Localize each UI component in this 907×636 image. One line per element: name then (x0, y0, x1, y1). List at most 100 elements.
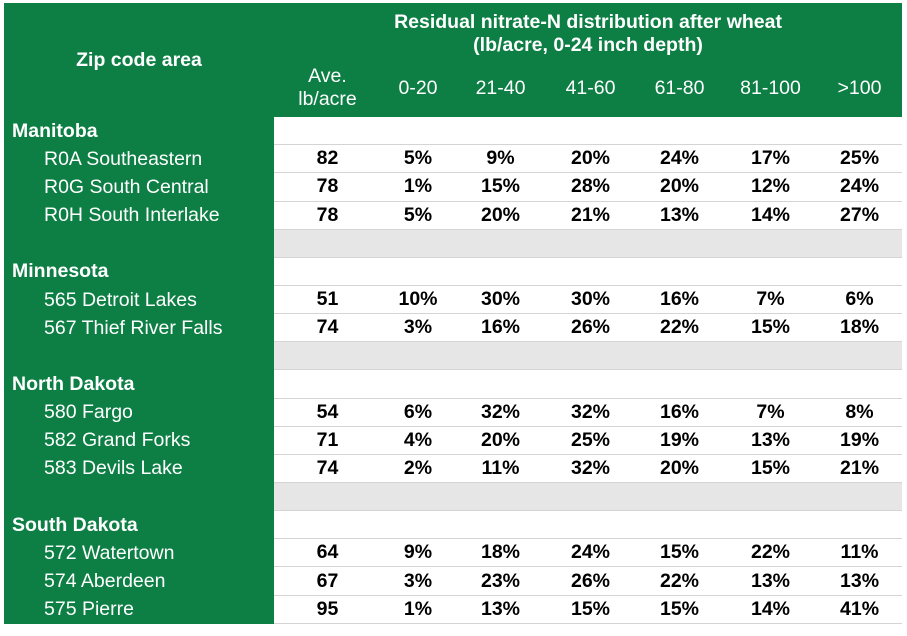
col-header-ave: Ave. lb/acre (274, 59, 381, 117)
region-spacer-cell (724, 511, 817, 540)
value-cell: 22% (635, 314, 724, 343)
region-spacer-cell (635, 511, 724, 540)
region-label: South Dakota (4, 511, 274, 540)
region-row: Manitoba (4, 117, 903, 146)
region-spacer-cell (455, 257, 546, 286)
value-cell: 78 (274, 173, 381, 202)
value-cell: 74 (274, 454, 381, 484)
value-cell: 14% (724, 201, 817, 230)
value-cell: 64 (274, 539, 381, 568)
region-spacer-cell (817, 117, 903, 146)
table-row: 572 Watertown 64 9% 18% 24% 15% 22% 11% (4, 539, 903, 568)
value-cell: 74 (274, 314, 381, 343)
region-spacer-cell (455, 117, 546, 146)
region-spacer-cell (724, 257, 817, 286)
value-cell: 30% (546, 285, 635, 315)
value-cell: 13% (455, 595, 546, 624)
value-cell: 24% (817, 173, 903, 202)
region-label: North Dakota (4, 370, 274, 399)
spacer-cell (635, 229, 724, 258)
spacer-cell (724, 342, 817, 371)
region-spacer-cell (274, 511, 381, 540)
value-cell: 7% (724, 398, 817, 427)
ave-line-2: lb/acre (298, 88, 357, 110)
spacer-cell (274, 229, 381, 258)
region-spacer-cell (274, 117, 381, 146)
col-header-81-100: 81-100 (724, 59, 817, 117)
spacer-cell (817, 229, 903, 258)
zip-area-label: 572 Watertown (4, 539, 274, 568)
value-cell: 20% (546, 145, 635, 174)
zip-area-label: R0G South Central (4, 173, 274, 202)
spacer-row (4, 483, 903, 512)
zip-area-label: R0A Southeastern (4, 145, 274, 174)
table-body: Manitoba R0A Southeastern 82 5% 9% 20% 24% 17% 2… (4, 117, 903, 624)
value-cell: 17% (724, 145, 817, 174)
value-cell: 11% (455, 454, 546, 484)
value-cell: 19% (817, 426, 903, 455)
value-cell: 9% (381, 539, 455, 568)
value-cell: 7% (724, 285, 817, 315)
value-cell: 1% (381, 173, 455, 202)
value-cell: 32% (546, 398, 635, 427)
spacer-cell (274, 342, 381, 371)
value-cell: 5% (381, 145, 455, 174)
col-header-over-100: >100 (817, 59, 903, 117)
spacer-cell (455, 342, 546, 371)
ave-line-1: Ave. (308, 65, 347, 87)
spacer-cell (546, 342, 635, 371)
value-cell: 3% (381, 314, 455, 343)
value-cell: 4% (381, 426, 455, 455)
table-row: 574 Aberdeen 67 3% 23% 26% 22% 13% 13% (4, 567, 903, 596)
region-label: Minnesota (4, 257, 274, 286)
value-cell: 5% (381, 201, 455, 230)
region-spacer-cell (381, 257, 455, 286)
value-cell: 20% (635, 173, 724, 202)
region-spacer-cell (455, 511, 546, 540)
spacer-row (4, 229, 903, 258)
value-cell: 16% (635, 285, 724, 315)
value-cell: 24% (635, 145, 724, 174)
zip-area-label: 580 Fargo (4, 398, 274, 427)
spacer-row (4, 342, 903, 371)
region-spacer-cell (817, 370, 903, 399)
table-row: R0G South Central 78 1% 15% 28% 20% 12% 24% (4, 173, 903, 202)
value-cell: 15% (455, 173, 546, 202)
region-spacer-cell (381, 117, 455, 146)
value-cell: 1% (381, 595, 455, 624)
value-cell: 30% (455, 285, 546, 315)
value-cell: 67 (274, 567, 381, 596)
value-cell: 32% (546, 454, 635, 484)
zip-area-label: 565 Detroit Lakes (4, 285, 274, 315)
value-cell: 32% (455, 398, 546, 427)
value-cell: 15% (635, 539, 724, 568)
zip-area-label: 567 Thief River Falls (4, 314, 274, 343)
region-label: Manitoba (4, 117, 274, 146)
region-spacer-cell (817, 511, 903, 540)
spacer-cell (546, 229, 635, 258)
value-cell: 25% (546, 426, 635, 455)
value-cell: 13% (724, 567, 817, 596)
value-cell: 19% (635, 426, 724, 455)
region-spacer-cell (546, 370, 635, 399)
col-header-0-20: 0-20 (381, 59, 455, 117)
region-row: Minnesota (4, 257, 903, 286)
value-cell: 13% (635, 201, 724, 230)
value-cell: 22% (635, 567, 724, 596)
col-header-21-40: 21-40 (455, 59, 546, 117)
spacer-label-cell (4, 483, 274, 512)
value-cell: 6% (381, 398, 455, 427)
region-spacer-cell (724, 370, 817, 399)
table-row: 565 Detroit Lakes 51 10% 30% 30% 16% 7% 6% (4, 285, 903, 315)
region-spacer-cell (635, 257, 724, 286)
value-cell: 22% (724, 539, 817, 568)
value-cell: 20% (455, 201, 546, 230)
region-spacer-cell (455, 370, 546, 399)
value-cell: 15% (546, 595, 635, 624)
value-cell: 15% (724, 454, 817, 484)
spacer-cell (724, 229, 817, 258)
table-title: Residual nitrate-N distribution after wh… (274, 3, 903, 59)
value-cell: 51 (274, 285, 381, 315)
region-spacer-cell (724, 117, 817, 146)
region-spacer-cell (635, 117, 724, 146)
